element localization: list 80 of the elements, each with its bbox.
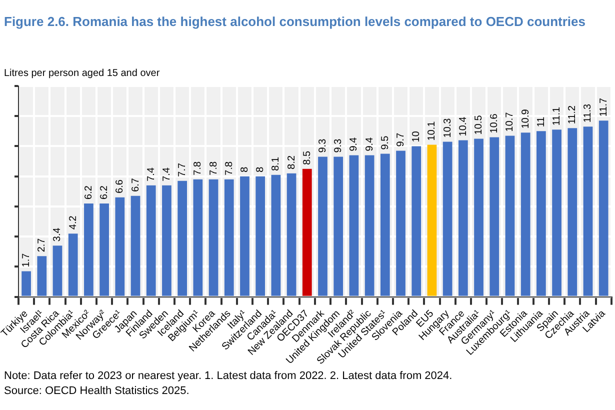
data-label: 6.6 [114, 179, 126, 194]
bar [536, 131, 546, 296]
bar [256, 176, 266, 296]
bar [552, 130, 562, 296]
bar [208, 179, 218, 296]
bar [505, 136, 515, 296]
data-label: 10.6 [489, 113, 500, 134]
bar [474, 138, 484, 296]
bar [271, 174, 281, 296]
data-label: 11.2 [567, 105, 578, 124]
bar [458, 140, 468, 296]
bar [349, 155, 359, 296]
data-label: 10.9 [520, 108, 532, 129]
data-label: 2.7 [36, 238, 48, 252]
chart-title: Figure 2.6. Romania has the highest alcohol consumption levels compared to OECD countries [4, 14, 587, 29]
data-label: 11 [536, 116, 547, 128]
data-label: 7.7 [177, 162, 188, 177]
data-label: 9.4 [348, 136, 360, 152]
bar [68, 234, 78, 296]
bar [302, 168, 312, 296]
data-label: 6.2 [83, 185, 94, 200]
bar [146, 185, 156, 296]
bar [412, 146, 422, 296]
data-label: 7.4 [146, 167, 157, 182]
bar [334, 156, 344, 296]
source-note: Source: OECD Health Statistics 2025. [4, 385, 190, 397]
data-label: 7.8 [208, 161, 220, 176]
data-label: 10.3 [442, 118, 454, 138]
bar [100, 203, 109, 296]
y-axis-title: Litres per person aged 15 and over [4, 68, 160, 79]
data-label: 9.7 [396, 132, 407, 147]
data-label: 9.3 [333, 138, 344, 153]
data-label: 8.2 [286, 154, 298, 170]
bar [193, 179, 203, 296]
data-label: 8 [255, 166, 266, 172]
bar [442, 142, 452, 296]
bar [115, 197, 125, 296]
bar [520, 132, 530, 296]
data-label: 10.4 [458, 116, 469, 136]
data-label: 11.1 [552, 106, 563, 126]
data-label: 7.8 [192, 161, 204, 176]
data-label: 9.4 [364, 136, 376, 152]
data-label: 10.1 [426, 120, 438, 141]
data-label: 10.5 [474, 114, 485, 135]
bar [583, 126, 593, 296]
data-label: 6.2 [99, 185, 110, 200]
bar [224, 179, 234, 296]
bar [84, 203, 94, 296]
data-label: 11.3 [582, 103, 594, 123]
data-label: 10 [411, 130, 422, 142]
bar [37, 256, 47, 296]
bar [22, 271, 31, 296]
bar [427, 144, 437, 296]
data-label: 4.2 [68, 215, 79, 230]
bar [286, 173, 296, 296]
data-label: 11.7 [598, 97, 610, 117]
bar [318, 156, 328, 296]
data-label: 9.3 [317, 138, 328, 153]
bar [380, 154, 390, 296]
data-label: 1.7 [21, 252, 32, 268]
text: Note: Data refer to 2023 or nearest year. 1. Latest data from 2022. 2. Latest data from 2024. [4, 370, 452, 382]
bar [52, 246, 62, 296]
bar [240, 176, 250, 296]
bar [130, 196, 140, 296]
data-label: 8 [239, 166, 250, 172]
data-label: 7.8 [224, 161, 235, 176]
data-label: 9.5 [380, 135, 391, 150]
data-label: 10.7 [504, 112, 516, 132]
bar [598, 120, 608, 296]
bar [568, 128, 578, 296]
data-label: 3.4 [52, 227, 64, 242]
data-label: 8.5 [302, 150, 313, 165]
data-label: 8.1 [270, 156, 282, 171]
data-label: 6.7 [130, 178, 142, 192]
bar [396, 150, 406, 296]
bar [364, 155, 374, 296]
bar [178, 180, 187, 296]
bar [490, 137, 500, 296]
bar [162, 185, 172, 296]
data-label: 7.4 [161, 167, 172, 182]
